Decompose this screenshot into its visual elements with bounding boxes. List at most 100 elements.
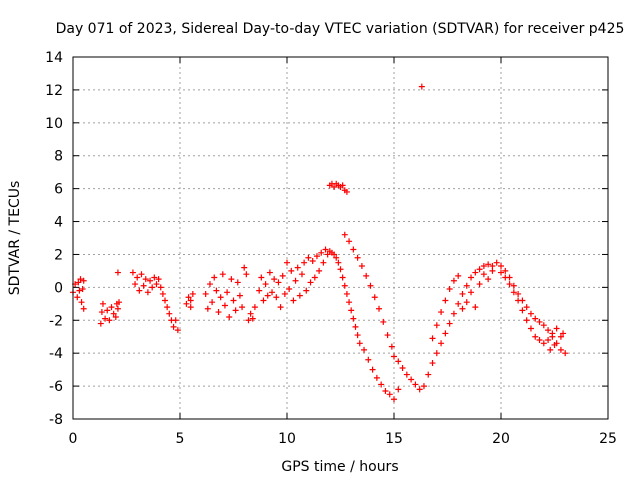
data-point (343, 188, 350, 195)
data-point (346, 299, 353, 306)
data-point (395, 358, 402, 365)
data-point (333, 254, 340, 261)
data-point (102, 315, 109, 322)
data-point (519, 307, 526, 314)
data-point (433, 322, 440, 329)
x-tick-label: 25 (599, 431, 617, 447)
data-point (408, 376, 415, 383)
data-point (416, 386, 423, 393)
data-point (80, 305, 87, 312)
data-point (527, 325, 534, 332)
data-point (557, 333, 564, 340)
data-point (562, 350, 569, 357)
data-points (70, 83, 569, 403)
data-point (249, 315, 256, 322)
data-point (472, 304, 479, 311)
data-point (226, 313, 233, 320)
data-point (384, 332, 391, 339)
grid-lines (73, 57, 608, 419)
data-point (343, 290, 350, 297)
data-point (288, 267, 295, 274)
data-point (331, 251, 338, 258)
y-tick-label: 10 (45, 116, 63, 132)
data-point (380, 318, 387, 325)
data-point (217, 294, 224, 301)
data-point (172, 317, 179, 324)
data-point (296, 292, 303, 299)
data-point (234, 279, 241, 286)
data-point (346, 238, 353, 245)
data-point (260, 297, 267, 304)
data-point (485, 276, 492, 283)
data-point (140, 282, 147, 289)
data-point (498, 269, 504, 276)
data-point (523, 317, 530, 324)
data-point (468, 274, 475, 281)
data-point (99, 300, 106, 307)
data-point (476, 266, 483, 273)
data-point (79, 286, 86, 293)
data-point (221, 302, 228, 309)
data-point (104, 307, 111, 314)
x-tick-label: 20 (492, 431, 510, 447)
data-point (311, 274, 318, 281)
data-point (187, 297, 194, 304)
y-tick-label: -8 (49, 412, 63, 428)
data-point (463, 299, 470, 306)
data-point (98, 309, 105, 316)
data-point (284, 259, 290, 266)
data-point (230, 297, 237, 304)
data-point (553, 325, 560, 332)
data-point (303, 287, 310, 294)
data-point (305, 254, 312, 261)
data-point (403, 371, 410, 378)
data-point (275, 279, 282, 286)
data-point (450, 310, 457, 317)
data-point (155, 276, 162, 283)
data-point (545, 337, 552, 344)
data-point (322, 246, 329, 253)
data-point (183, 300, 190, 307)
data-point (382, 388, 389, 395)
data-point (502, 267, 509, 274)
data-point (138, 271, 145, 278)
data-point (318, 249, 325, 256)
data-point (224, 289, 231, 296)
data-point (320, 259, 327, 266)
data-point (388, 343, 395, 350)
data-point (256, 287, 263, 294)
data-point (75, 279, 82, 286)
data-point (281, 290, 288, 297)
data-point (376, 305, 383, 312)
data-point (204, 305, 211, 312)
y-tick-label: 6 (54, 182, 63, 198)
data-point (277, 304, 284, 311)
data-point (395, 386, 402, 393)
data-point (365, 356, 372, 363)
data-point (269, 289, 276, 296)
data-point (468, 289, 475, 296)
data-point (290, 297, 297, 304)
data-point (438, 340, 445, 347)
data-point (547, 346, 554, 353)
data-point (480, 262, 487, 269)
data-point (294, 264, 301, 271)
data-point (446, 286, 453, 293)
data-point (187, 304, 194, 311)
data-point (472, 269, 479, 276)
data-point (532, 315, 539, 322)
data-point (228, 276, 235, 283)
data-point (489, 267, 496, 274)
data-point (420, 383, 427, 390)
data-point (463, 282, 470, 289)
data-point (80, 277, 87, 284)
data-point (476, 281, 483, 288)
x-tick-label: 5 (176, 431, 185, 447)
data-point (391, 396, 397, 403)
data-point (446, 320, 453, 327)
data-point (339, 274, 346, 281)
axes: 0 5 10 15 20 25 -8 -6 -4 -2 0 2 4 6 8 10 12 14 (45, 50, 617, 447)
data-point (348, 307, 355, 314)
